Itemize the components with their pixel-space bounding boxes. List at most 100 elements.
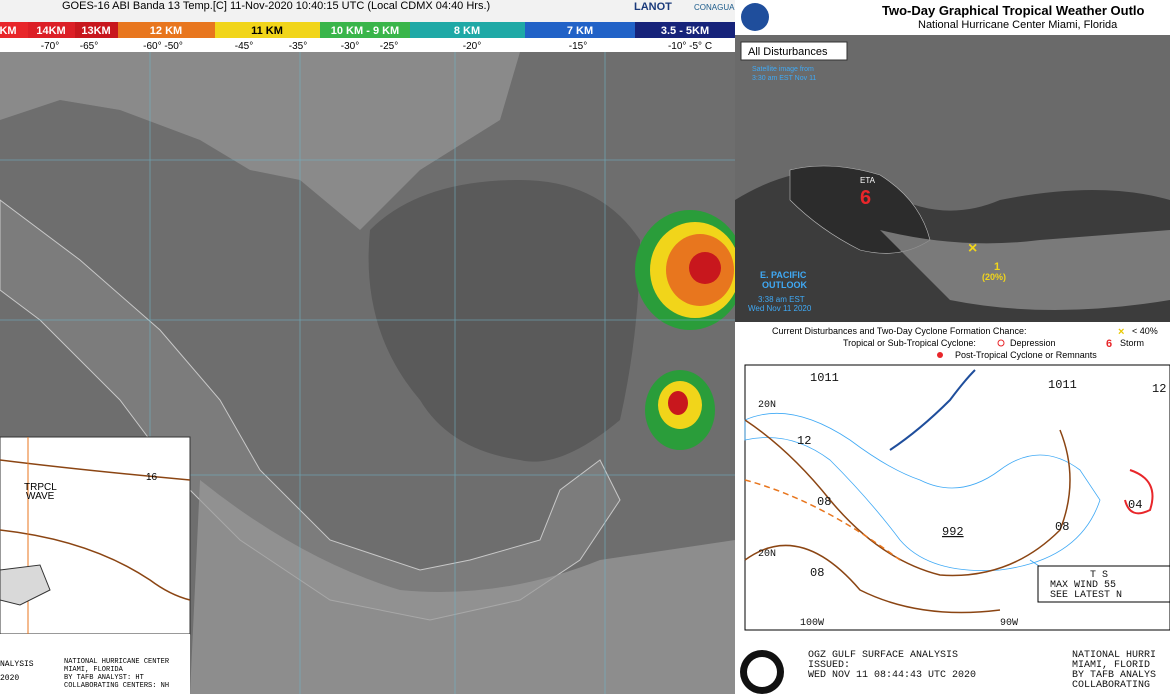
scale-swatch	[320, 22, 410, 38]
inset-footer-bg	[0, 634, 190, 694]
button-label[interactable]: All Disturbances	[748, 46, 828, 58]
storm-name: ETA	[860, 176, 876, 185]
temp-bar-bg	[0, 38, 735, 52]
legend-text: Depression	[1010, 338, 1056, 348]
storm-box-text: T S	[1090, 570, 1108, 581]
height-label: 3.5 - 5KM	[661, 25, 709, 37]
lat-label: 20N	[758, 549, 776, 560]
temp-label: -70°	[41, 41, 59, 52]
pressure: 08	[1055, 520, 1069, 534]
legend-text: Storm	[1120, 338, 1144, 348]
logo: LANOT	[634, 1, 672, 13]
pacific-time: 3:38 am EST	[758, 295, 805, 304]
pressure: 12	[797, 434, 811, 448]
surface-footer: COLLABORATING	[1072, 680, 1150, 691]
pressure: 04	[1128, 498, 1142, 512]
disturbance-id: 1	[994, 261, 1000, 273]
scale-swatch	[525, 22, 635, 38]
outlook-title: Two-Day Graphical Tropical Weather Outlo	[882, 3, 1145, 18]
inset-footer: NATIONAL HURRICANE CENTER	[64, 658, 170, 666]
pressure: 1011	[1048, 378, 1077, 392]
cloud-region	[735, 35, 1170, 211]
height-label: 8 KM	[454, 25, 480, 37]
legend-text: < 40%	[1132, 326, 1158, 336]
sat-header-bg	[0, 0, 735, 22]
isobar	[0, 529, 191, 601]
inset-label: WAVE	[26, 491, 55, 502]
isobar	[0, 459, 191, 481]
storm-cloud	[689, 252, 721, 284]
storm-box-text: SEE LATEST N	[1050, 590, 1122, 601]
temp-label: -10° -5° C	[668, 41, 712, 52]
pressure: 12	[1152, 382, 1166, 396]
storm-box-text: MAX WIND 55	[1050, 580, 1116, 591]
scale-swatch	[215, 22, 320, 38]
temp-label: -45°	[235, 41, 253, 52]
inset-footer: MIAMI, FLORIDA	[64, 666, 124, 674]
isobar	[744, 544, 1001, 614]
pressure: 08	[817, 495, 831, 509]
pressure: 1011	[810, 371, 839, 385]
lon-label: 90W	[1000, 618, 1018, 629]
temp-label: -30°	[341, 41, 359, 52]
outlook-header-bg	[735, 0, 1170, 35]
scale-swatch	[75, 22, 118, 38]
legend-title: Current Disturbances and Two-Day Cyclone…	[772, 326, 1026, 336]
legend-text: Tropical or Sub-Tropical Cyclone:	[843, 338, 976, 348]
storm-cloud	[668, 391, 688, 415]
cold-front	[889, 369, 976, 451]
surface-footer: MIAMI, FLORID	[1072, 660, 1150, 671]
scale-swatch	[28, 22, 75, 38]
surface-footer: NATIONAL HURRI	[1072, 650, 1156, 661]
surface-footer: ISSUED:	[808, 660, 850, 671]
cloud-region	[880, 230, 1170, 310]
logo: CONAGUA	[694, 3, 735, 12]
lon-label: 100W	[800, 618, 824, 629]
image-note: Satellite image from	[752, 66, 814, 73]
temp-label: -35°	[289, 41, 307, 52]
surface-footer: WED NOV 11 08:44:43 UTC 2020	[808, 670, 976, 681]
lat-label: 20N	[758, 400, 776, 411]
temp-label: -15°	[569, 41, 587, 52]
height-label: 14KM	[36, 25, 65, 37]
pacific-time: Wed Nov 11 2020	[748, 304, 812, 313]
height-label: 11 KM	[251, 25, 283, 37]
pressure: 992	[942, 525, 964, 539]
inset-footer: NALYSIS	[0, 660, 34, 669]
trough	[744, 479, 901, 561]
isobar	[744, 419, 1071, 577]
legend-marker	[937, 352, 943, 358]
pacific-label: OUTLOOK	[762, 280, 807, 290]
legend-marker: 6	[1106, 338, 1112, 350]
pressure: 08	[810, 566, 824, 580]
storm-box	[1037, 565, 1170, 603]
inset-footer: 2020	[0, 674, 19, 683]
storm-symbol: 6	[860, 187, 871, 209]
inset-label: TRPCL	[24, 482, 57, 493]
inset-label: 16	[146, 472, 158, 483]
inset-footer: BY TAFB ANALYST: HT	[64, 674, 144, 682]
image-note: 3:30 am EST Nov 11	[752, 75, 816, 82]
gulf	[368, 180, 640, 462]
height-label: 10 KM - 9 KM	[331, 25, 399, 37]
disturbance-chance: (20%)	[982, 272, 1006, 282]
temp-label: -60° -50°	[143, 41, 183, 52]
legend-bg	[735, 322, 1170, 362]
inset-map	[0, 436, 191, 635]
sat-title: GOES-16 ABI Banda 13 Temp.[C] 11-Nov-202…	[62, 0, 490, 12]
pacific-label: E. PACIFIC	[760, 270, 807, 280]
scale-swatch	[0, 22, 28, 38]
temp-label: -20°	[463, 41, 481, 52]
scale-swatch	[118, 22, 215, 38]
height-label: 13KM	[81, 25, 110, 37]
surface-footer: BY TAFB ANALYS	[1072, 670, 1156, 681]
temp-label: -25°	[380, 41, 398, 52]
graticule	[0, 52, 735, 694]
legend-marker	[997, 339, 1005, 347]
outlook-subtitle: National Hurricane Center Miami, Florida	[918, 19, 1118, 31]
storm-symbol	[1124, 469, 1154, 515]
cloud-region	[0, 52, 520, 230]
disturbances-button[interactable]	[740, 41, 848, 61]
legend-text: Post-Tropical Cyclone or Remnants	[955, 350, 1097, 360]
surface-footer: OGZ GULF SURFACE ANALYSIS	[808, 650, 958, 661]
